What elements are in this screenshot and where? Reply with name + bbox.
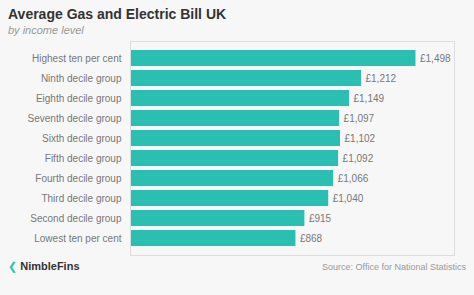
svg-text:Highest ten per cent: Highest ten per cent (32, 53, 122, 64)
svg-text:£1,040: £1,040 (333, 193, 364, 204)
svg-text:£1,149: £1,149 (353, 93, 384, 104)
html-text:❮ NimbleFins: ❮ NimbleFins (8, 260, 80, 272)
svg-text:Third decile group: Third decile group (41, 193, 121, 204)
svg-text:Fifth decile group: Fifth decile group (45, 153, 122, 164)
svg-text:£868: £868 (300, 233, 323, 244)
svg-text:Fourth decile group: Fourth decile group (35, 173, 122, 184)
svg-text:£1,102: £1,102 (345, 133, 376, 144)
svg-text:Eighth decile group: Eighth decile group (36, 93, 122, 104)
svg-text:£1,097: £1,097 (344, 113, 375, 124)
html-text:by income level: by income level (8, 24, 84, 36)
svg-text:£1,212: £1,212 (365, 73, 396, 84)
html-text:Average Gas and Electric Bill: Average Gas and Electric Bill UK (8, 6, 227, 22)
svg-text:Ninth decile group: Ninth decile group (41, 73, 122, 84)
html-text:Source: Office for National St: Source: Office for National Statistics (322, 262, 466, 272)
svg-text:Sixth decile group: Sixth decile group (42, 133, 122, 144)
svg-text:£1,498: £1,498 (420, 53, 451, 64)
svg-text:Seventh decile group: Seventh decile group (28, 113, 122, 124)
svg-text:Lowest ten per cent: Lowest ten per cent (34, 233, 121, 244)
svg-text:£1,092: £1,092 (343, 153, 374, 164)
svg-text:£915: £915 (309, 213, 332, 224)
svg-text:£1,066: £1,066 (338, 173, 369, 184)
svg-text:Second decile group: Second decile group (30, 213, 122, 224)
